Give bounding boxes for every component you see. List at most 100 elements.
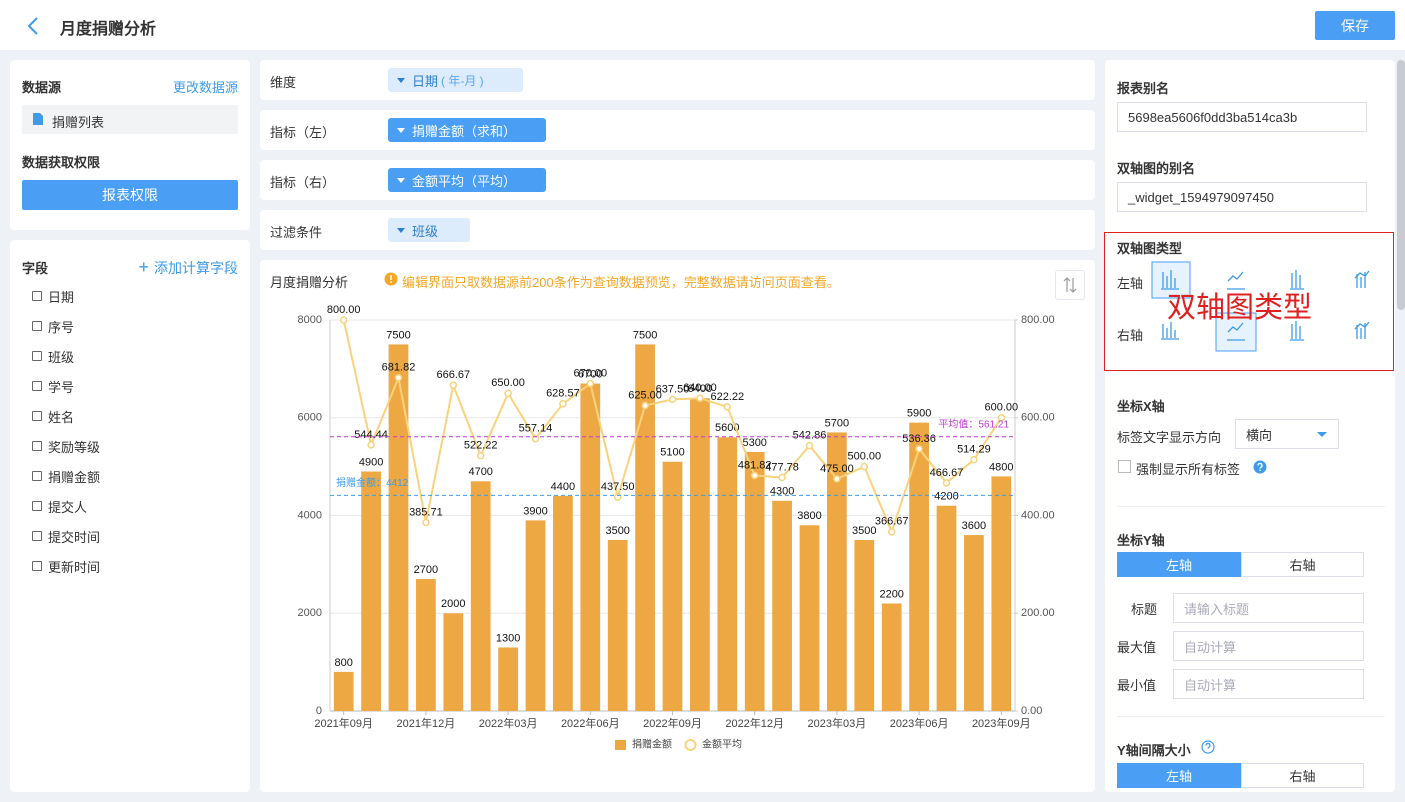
help-icon[interactable] [1253,460,1267,474]
alias-title: 报表别名 [1117,81,1170,96]
field-icon [32,441,42,451]
save-button[interactable]: 保存 [1315,11,1395,40]
bar [772,500,792,711]
chip[interactable]: 捐赠金额（求和） [388,118,546,142]
point [696,394,704,402]
bar-label: 3500 [605,525,629,537]
scrollbar[interactable] [1397,60,1405,310]
bar [416,579,436,711]
y-field-label: 最小值 [1117,678,1157,693]
chip[interactable]: 金额平均（平均） [388,168,546,192]
help-icon[interactable] [1201,740,1215,754]
chip-note: ( 年-月 ) [441,73,484,88]
fields-title: 字段 [22,261,49,276]
field-name: 学号 [48,380,75,395]
chip-label: 金额平均（平均） [412,173,517,189]
bar-label: 5900 [907,408,931,420]
widget-alias-title: 双轴图的别名 [1117,161,1196,176]
widget-alias-input[interactable]: _widget_1594979097450 [1117,182,1367,212]
field-item[interactable]: 学号 [22,376,238,396]
y-field-input[interactable]: 自动计算 [1173,669,1364,699]
source-item[interactable]: 捐赠列表 [22,105,238,134]
bar-label: 3900 [523,505,547,517]
point-label: 385.71 [409,506,443,518]
direction-select[interactable]: 横向 [1235,419,1339,449]
bar-label: 2000 [441,598,465,610]
permission-button[interactable]: 报表权限 [22,180,238,210]
bar [827,432,847,711]
field-item[interactable]: 奖励等级 [22,436,238,456]
y-tab[interactable]: 左轴 [1117,552,1241,577]
field-icon [32,291,42,301]
y2-tick-label: 0.00 [1021,705,1042,717]
y-tick-label: 4000 [298,509,322,521]
y-tick-label: 2000 [298,607,322,619]
bar [690,398,710,711]
bar-label: 7500 [386,329,410,341]
right-axis-label: 右轴 [1117,328,1144,343]
source-panel: 数据源 更改数据源 捐赠列表 数据获取权限 报表权限 [10,60,250,230]
field-item[interactable]: 班级 [22,346,238,366]
swap-button[interactable] [1055,270,1085,300]
bar [498,647,518,711]
icon-set [1161,270,1370,341]
point-label: 500.00 [847,451,881,463]
x-tick-label: 2023年09月 [972,716,1031,730]
y-tab[interactable]: 右轴 [1241,552,1364,577]
back-icon[interactable] [26,16,40,36]
row-label: 过滤条件 [270,225,323,240]
field-item[interactable]: 捐赠金额 [22,466,238,486]
swap-icon [1063,277,1077,293]
y-tick-label: 0 [316,705,322,717]
point [833,475,841,483]
y-tick-label: 8000 [298,314,322,326]
y-tick-label: 6000 [298,412,322,424]
left-axis-label: 左轴 [1117,276,1144,291]
bar-label: 5300 [742,437,766,449]
y-field-input[interactable]: 自动计算 [1173,631,1364,661]
field-name: 日期 [48,290,75,305]
bar [470,481,491,711]
field-icon [32,501,42,511]
bar-label: 4800 [989,461,1013,473]
field-item[interactable]: 提交人 [22,496,238,516]
row-label: 指标（左） [270,125,336,140]
point-label: 628.57 [546,388,580,400]
interval-tab[interactable]: 右轴 [1241,763,1364,788]
legend-label: 金额平均 [702,738,742,751]
field-item[interactable]: 日期 [22,286,238,306]
field-icon [32,351,42,361]
field-item[interactable]: 姓名 [22,406,238,426]
chip[interactable]: 班级 [388,218,470,242]
y-field-input[interactable]: 请输入标题 [1173,593,1364,623]
legend-swatch [615,740,626,750]
x-tick-label: 2022年12月 [725,716,784,730]
point [970,455,978,464]
field-name: 提交时间 [48,530,101,545]
alias-input[interactable]: 5698ea5606f0dd3ba514ca3b [1117,102,1367,132]
field-name: 班级 [48,350,75,365]
interval-tab[interactable]: 左轴 [1117,763,1241,788]
notice: 编辑界面只取数据源前200条作为查询数据预览，完整数据请访问页面查看。 [402,275,840,290]
divider [1117,716,1385,717]
field-item[interactable]: 序号 [22,316,238,336]
doc-icon [33,113,43,125]
field-item[interactable]: 提交时间 [22,526,238,546]
bar [854,539,875,711]
add-field[interactable]: + 添加计算字段 [138,257,238,278]
bar-label: 7500 [633,329,657,341]
point-label: 477.78 [765,461,799,473]
point-label: 437.50 [601,481,635,493]
force-checkbox[interactable] [1118,460,1131,473]
x-axis-title: 坐标X轴 [1117,399,1165,414]
x-tick-label: 2022年03月 [479,716,538,730]
force-label: 强制显示所有标签 [1136,462,1241,477]
point-label: 366.67 [875,516,909,528]
field-item[interactable]: 更新时间 [22,556,238,576]
chart: 0 2000 4000 6000 8000 0.00 200.00 400.00 600.00 8… [298,304,1055,751]
chip[interactable]: 日期( 年-月 ) [388,68,523,92]
field-icon [32,561,42,571]
field-name: 奖励等级 [48,440,101,455]
change-source[interactable]: 更改数据源 [172,80,238,95]
